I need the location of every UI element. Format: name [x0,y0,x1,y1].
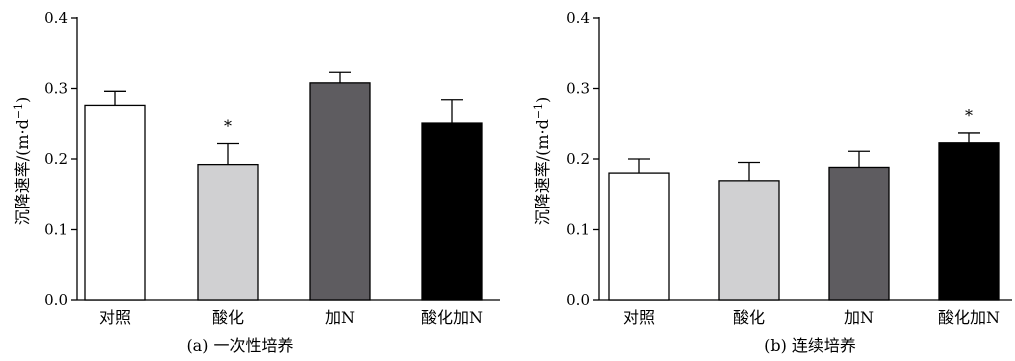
category-label: 酸化加N [938,308,1000,327]
y-tick-label: 0.3 [44,80,68,98]
bar [938,142,1000,301]
bar [421,122,483,301]
category-label: 加N [325,308,355,327]
y-tick-label: 0.0 [44,291,68,309]
bar [608,172,670,301]
y-tick-label: 0.2 [44,150,68,168]
y-axis-title: 沉降速率/(m·d−1) [532,97,552,226]
category-label: 加N [844,308,874,327]
y-tick-label: 0.3 [566,80,590,98]
y-tick-label: 0.1 [566,221,590,239]
category-label: 对照 [99,308,131,327]
y-tick-label: 0.4 [566,9,590,27]
bar [309,82,371,301]
y-tick-label: 0.2 [566,150,590,168]
category-label: 酸化 [733,308,765,327]
panel-caption: (a) 一次性培养 [186,336,293,355]
bar [84,104,146,301]
category-label: 酸化加N [421,308,483,327]
category-label: 酸化 [212,308,244,327]
y-axis-title: 沉降速率/(m·d−1) [12,97,32,226]
y-tick-label: 0.1 [44,221,68,239]
y-tick-label: 0.0 [566,291,590,309]
bar [718,180,780,301]
bar [197,163,259,301]
significance-marker: * [224,116,232,135]
bar [828,166,890,301]
panel-caption: (b) 连续培养 [764,336,856,355]
significance-marker: * [965,106,973,125]
y-tick-label: 0.4 [44,9,68,27]
category-label: 对照 [623,308,655,327]
